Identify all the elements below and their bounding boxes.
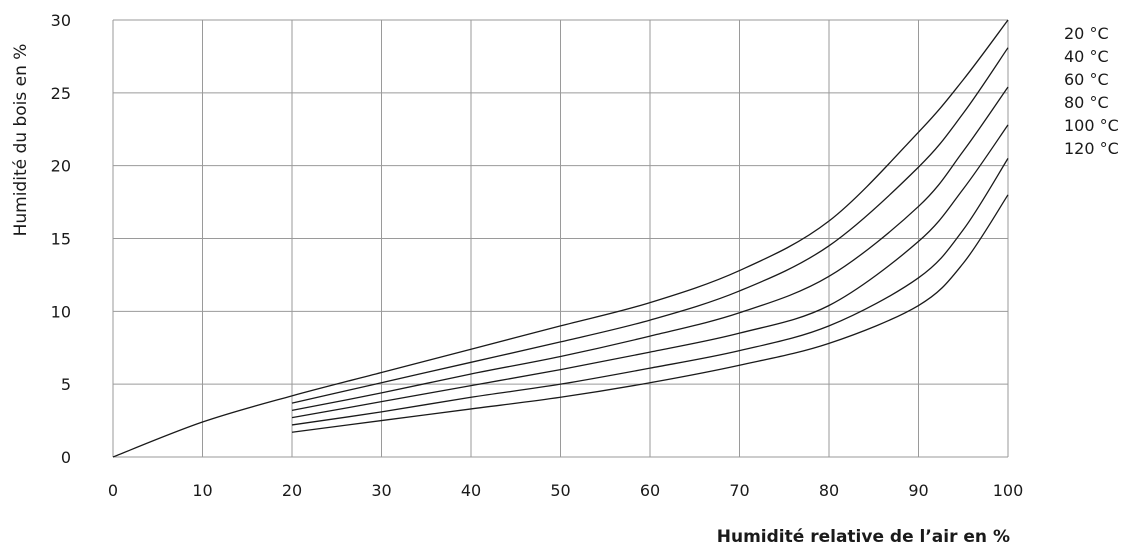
x-tick-label: 20 <box>282 481 302 500</box>
legend-label: 40 °C <box>1064 47 1109 66</box>
x-tick-label: 40 <box>461 481 481 500</box>
series-line-60c <box>291 86 1009 412</box>
legend-label: 20 °C <box>1064 24 1109 43</box>
y-tick-label: 10 <box>51 302 71 321</box>
legend-label: 60 °C <box>1064 70 1109 89</box>
y-axis-title: Humidité du bois en % <box>11 44 31 237</box>
y-tick-label: 15 <box>51 230 71 249</box>
legend-label: 120 °C <box>1064 139 1119 158</box>
x-tick-label: 80 <box>819 481 839 500</box>
x-axis-ticks: 0 10 20 30 40 50 60 70 80 90 100 <box>108 481 1023 500</box>
x-tick-label: 30 <box>371 481 391 500</box>
y-tick-label: 20 <box>51 157 71 176</box>
x-tick-label: 10 <box>192 481 212 500</box>
y-tick-label: 5 <box>61 375 71 394</box>
series-line-100c <box>291 158 1009 426</box>
x-tick-label: 100 <box>993 481 1024 500</box>
x-tick-label: 50 <box>550 481 570 500</box>
x-tick-label: 60 <box>640 481 660 500</box>
series-group <box>112 19 1009 458</box>
series-line-40c <box>291 47 1009 404</box>
series-line-20c <box>112 19 1009 458</box>
grid <box>112 19 1009 458</box>
x-tick-label: 90 <box>908 481 928 500</box>
x-tick-label: 0 <box>108 481 118 500</box>
y-tick-label: 25 <box>51 84 71 103</box>
legend-label: 80 °C <box>1064 93 1109 112</box>
series-line-120c <box>291 194 1009 433</box>
legend: 20 °C 40 °C 60 °C 80 °C 100 °C 120 °C <box>1064 24 1119 158</box>
y-axis-ticks: 0 5 10 15 20 25 30 <box>51 11 71 467</box>
series-line-80c <box>291 124 1009 419</box>
y-tick-label: 0 <box>61 448 71 467</box>
x-axis-title: Humidité relative de l’air en % <box>717 527 1010 547</box>
x-tick-label: 70 <box>729 481 749 500</box>
y-tick-label: 30 <box>51 11 71 30</box>
legend-label: 100 °C <box>1064 116 1119 135</box>
